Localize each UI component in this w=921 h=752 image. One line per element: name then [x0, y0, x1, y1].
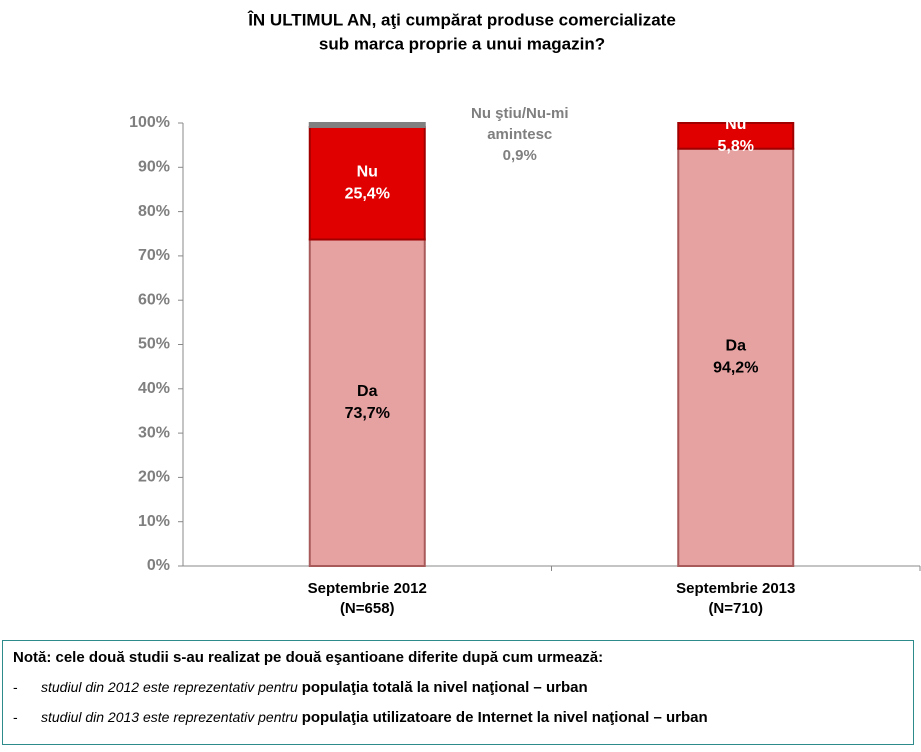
bar-segment [308, 122, 426, 128]
x-tick-label: Septembrie 2013 [676, 580, 795, 597]
note-box: Notă: cele două studii s-au realizat pe … [2, 640, 914, 745]
bar-segment [308, 125, 426, 241]
x-tick-label: Septembrie 2012 [308, 580, 427, 597]
y-tick-label: 10% [138, 513, 170, 530]
note-item: - studiul din 2012 este reprezentativ pen… [13, 679, 903, 696]
y-tick-label: 20% [138, 469, 170, 486]
note-heading: Notă: cele două studii s-au realizat pe … [13, 649, 903, 666]
y-tick-label: 80% [138, 203, 170, 220]
segment-label-name: Nu [725, 116, 746, 133]
value-label: 5,8% [718, 138, 754, 155]
outside-label-name: Nu ştiu/Nu-mi amintesc [471, 105, 569, 143]
note-heading-text: Notă: cele două studii s-au realizat pe … [13, 649, 604, 666]
chart: ÎN ULTIMUL AN, aţi cumpărat produse come… [129, 10, 921, 617]
x-tick-label: (N=710) [708, 600, 763, 617]
y-tick-label: 100% [129, 114, 170, 131]
x-tick-label: (N=658) [340, 600, 395, 617]
segment-label-name: Nu [357, 163, 378, 180]
bar-segment [308, 238, 426, 567]
y-tick-label: 50% [138, 336, 170, 353]
note-bold: populaţia utilizatoare de Internet la ni… [301, 709, 708, 726]
value-label: 0,9% [502, 147, 537, 164]
y-tick-label: 60% [138, 291, 170, 308]
note-bold: populaţia totală la nivel naţional – urb… [301, 679, 588, 696]
segment-label-name: Da [726, 338, 747, 355]
value-label: 94,2% [713, 360, 758, 377]
y-tick-label: 0% [147, 557, 170, 574]
y-tick-label: 30% [138, 424, 170, 441]
chart-title: sub marca proprie a unui magazin? [319, 34, 605, 53]
note-marker: - [13, 709, 18, 725]
note-marker: - [13, 679, 18, 695]
segment-label-name: Da [357, 383, 378, 400]
note-text: studiul din 2012 este reprezentativ pent… [41, 679, 302, 695]
y-tick-label: 70% [138, 247, 170, 264]
value-label: 73,7% [345, 405, 390, 422]
bar-segment [677, 122, 795, 150]
outside-label: Nu ştiu/Nu-mi amintesc 0,9% [465, 103, 575, 166]
value-label: 25,4% [345, 185, 390, 202]
y-tick-label: 90% [138, 159, 170, 176]
note-item: - studiul din 2013 este reprezentativ pen… [13, 709, 903, 726]
chart-title: ÎN ULTIMUL AN, aţi cumpărat produse come… [247, 10, 676, 29]
note-text: studiul din 2013 este reprezentativ pent… [41, 709, 302, 725]
y-tick-label: 40% [138, 380, 170, 397]
bar-segment [677, 147, 795, 567]
